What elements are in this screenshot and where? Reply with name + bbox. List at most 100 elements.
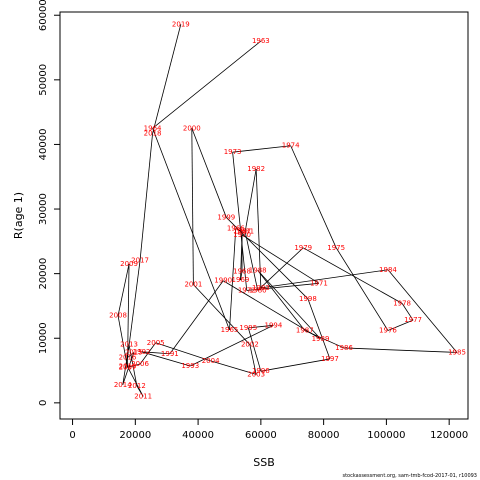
point-label-1982: 1982: [247, 165, 265, 173]
x-tick-label: 100000: [367, 430, 405, 441]
x-tick-label: 60000: [245, 430, 277, 441]
segment-2016-2017: [127, 260, 141, 358]
point-label-1980: 1980: [249, 286, 267, 294]
segment-2005-2006: [139, 342, 157, 365]
point-label-2018: 2018: [144, 129, 162, 137]
point-label-1964: 1964: [144, 124, 162, 132]
segment-1983-1984: [260, 269, 389, 289]
point-label-1965: 1965: [221, 326, 239, 334]
segment-1992-1993: [141, 351, 191, 367]
plot-frame: [59, 11, 469, 420]
segment-2004-2005: [155, 342, 211, 362]
point-label-2004: 2004: [202, 357, 220, 365]
segment-2000-2001: [191, 128, 194, 285]
x-tick-label: 0: [69, 430, 75, 441]
point-label-1985: 1985: [448, 348, 466, 356]
segment-2003-2004: [210, 360, 257, 375]
point-label-1972: 1972: [238, 286, 256, 294]
segment-1979-1980: [257, 247, 304, 291]
point-label-2011: 2011: [134, 392, 152, 400]
point-label-2008: 2008: [109, 312, 127, 320]
segment-2014-2015: [122, 352, 135, 385]
point-label-2015: 2015: [125, 348, 143, 356]
x-axis-title: SSB: [253, 456, 275, 469]
segment-1993-1994: [190, 324, 274, 367]
point-label-1998: 1998: [299, 295, 317, 303]
point-label-2016: 2016: [119, 354, 137, 362]
segment-2002-2003: [249, 344, 257, 375]
point-label-1996: 1996: [252, 367, 270, 375]
segment-1964-1965: [152, 128, 230, 330]
segment-1980-1981: [244, 231, 259, 291]
point-label-1970: 1970: [233, 231, 251, 239]
point-label-1971: 1971: [310, 279, 328, 287]
point-label-2012: 2012: [128, 382, 146, 390]
point-label-1992: 1992: [133, 348, 151, 356]
segment-1972-1973: [232, 152, 248, 291]
point-label-2017: 2017: [131, 257, 149, 265]
segment-1974-1975: [290, 145, 337, 248]
point-label-1979: 1979: [294, 244, 312, 252]
y-axis-title: R(age 1): [12, 192, 25, 239]
segment-2017-2018: [139, 133, 153, 261]
point-label-2005: 2005: [147, 339, 165, 347]
point-label-2019: 2019: [172, 20, 190, 28]
y-tick-label: 60000: [38, 0, 49, 31]
point-label-1983: 1983: [252, 284, 270, 292]
segment-2012-2013: [128, 344, 138, 387]
point-label-1981: 1981: [236, 228, 254, 236]
point-label-1994: 1994: [265, 321, 283, 329]
segment-1975-1976: [335, 247, 389, 331]
segment-1991-1992: [141, 351, 170, 355]
y-tick-label: 40000: [38, 129, 49, 161]
y-tick-label: 50000: [38, 64, 49, 96]
axes: 0 20000 40000 60000 80000 100000 120000 0 10000 2…: [38, 0, 469, 441]
x-tick-label: 20000: [119, 430, 151, 441]
point-label-2001: 2001: [184, 281, 202, 289]
point-label-1986: 1986: [335, 344, 353, 352]
point-label-1995: 1995: [239, 324, 257, 332]
point-label-1987: 1987: [296, 326, 314, 334]
segment-1965-1966: [229, 228, 237, 330]
segment-2011-2012: [136, 385, 144, 397]
point-label-2006: 2006: [131, 360, 149, 368]
segment-1998-1999: [226, 217, 309, 300]
point-label-1975: 1975: [327, 244, 345, 252]
point-label-1976: 1976: [379, 326, 397, 334]
segment-2018-2019: [152, 24, 182, 134]
point-label-2002: 2002: [241, 341, 259, 349]
point-label-2010: 2010: [119, 363, 137, 371]
point-label-1990: 1990: [214, 277, 232, 285]
segment-1973-1974: [232, 145, 291, 153]
segment-1989-1990: [222, 280, 321, 340]
x-tick-label: 80000: [308, 430, 340, 441]
segment-1978-1979: [303, 247, 403, 304]
point-label-1999: 1999: [217, 213, 235, 221]
point-label-2007: 2007: [119, 363, 137, 371]
point-label-1966: 1966: [227, 224, 245, 232]
point-label-1968: 1968: [233, 268, 251, 276]
segment-2008-2009: [117, 263, 130, 316]
point-label-1993: 1993: [181, 362, 199, 370]
y-tick-label: 10000: [38, 322, 49, 354]
x-tick-label: 40000: [182, 430, 214, 441]
point-label-2013: 2013: [120, 341, 138, 349]
segment-2007-2008: [117, 315, 128, 368]
point-label-2009: 2009: [120, 260, 138, 268]
point-label-2003: 2003: [247, 370, 265, 378]
y-tick-label: 30000: [38, 193, 49, 225]
point-label-1977: 1977: [404, 316, 422, 324]
point-label-1963: 1963: [252, 37, 270, 45]
point-label-1997: 1997: [321, 355, 339, 363]
segment-1981-1982: [244, 168, 257, 232]
y-tick-label: 0: [38, 400, 49, 406]
point-label-2000: 2000: [183, 124, 201, 132]
segment-1977-1978: [401, 303, 414, 321]
segment-2006-2007: [127, 363, 141, 368]
footer-credit: stockassessment.org, sam-tmb-fcod-2017-0…: [342, 473, 477, 479]
segment-1996-1997: [260, 358, 330, 372]
point-label-2014: 2014: [114, 381, 132, 389]
segment-1999-2000: [191, 128, 227, 218]
segment-1994-1995: [248, 324, 274, 329]
